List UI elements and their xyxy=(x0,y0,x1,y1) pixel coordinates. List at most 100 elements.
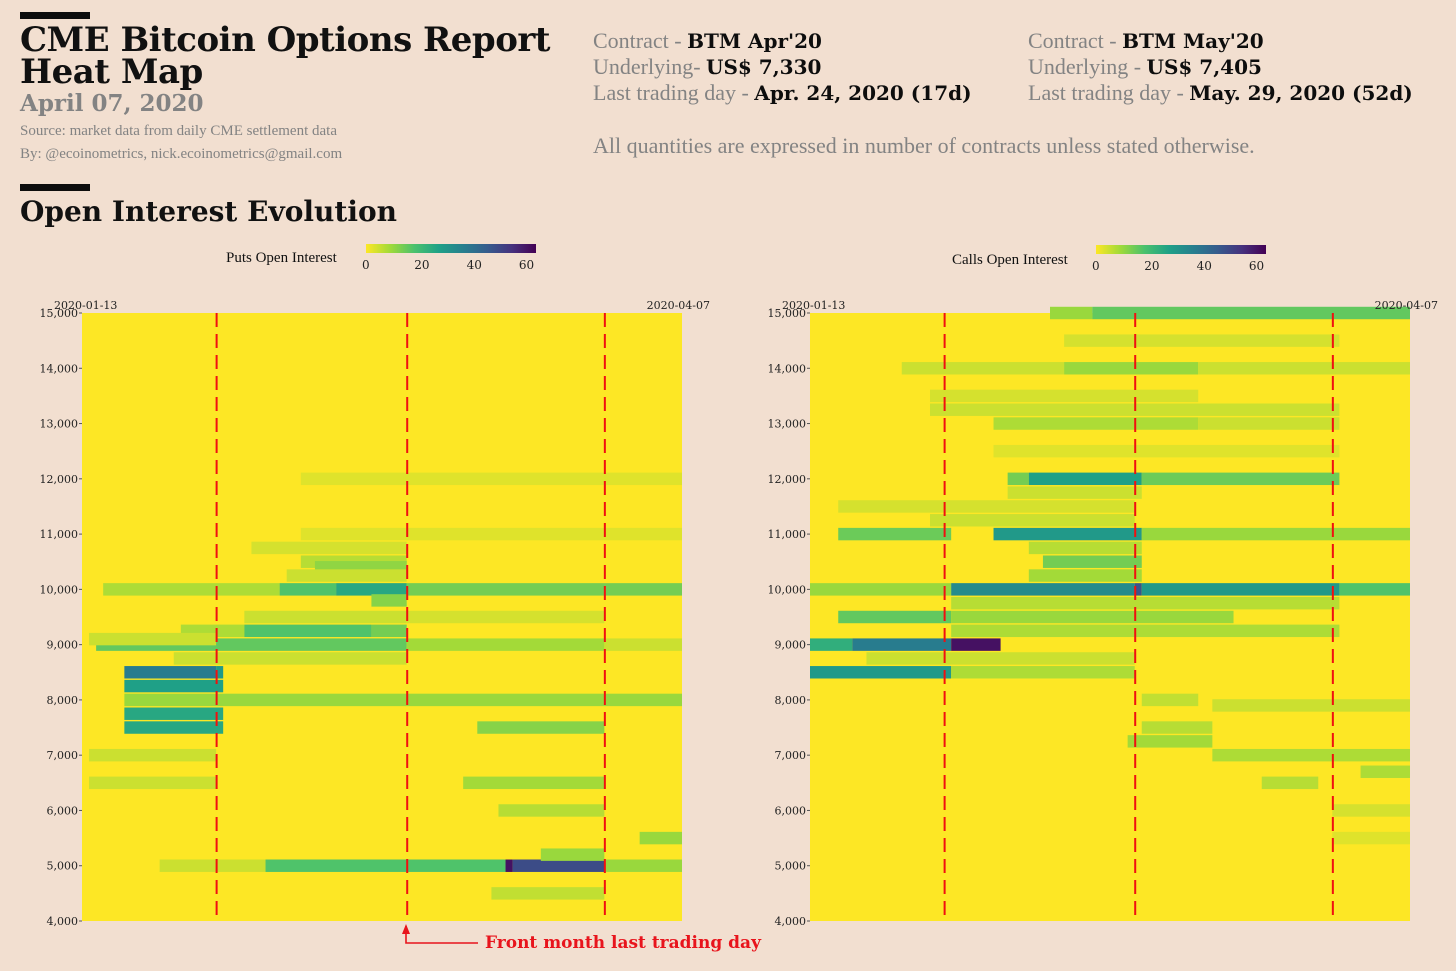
heat-cell xyxy=(505,859,513,872)
section-accent-bar xyxy=(20,184,90,191)
report-title: CME Bitcoin Options Report Heat Map xyxy=(20,23,551,92)
last-trading-day-row: Last trading day - May. 29, 2020 (52d) xyxy=(1028,80,1413,105)
heat-cell xyxy=(993,527,1142,541)
units-note: All quantities are expressed in number o… xyxy=(593,133,1255,158)
heat-cell xyxy=(930,389,1199,403)
heat-cell xyxy=(251,541,407,555)
x-end-label: 2020-04-07 xyxy=(647,299,710,312)
heat-cell xyxy=(89,748,217,762)
colorbar-tick-label: 60 xyxy=(518,258,535,272)
heat-cell xyxy=(951,624,1340,638)
annotation-arrow xyxy=(402,924,478,944)
heat-cell xyxy=(1028,472,1142,486)
heat-cell xyxy=(244,610,407,624)
y-tick-label: 8,000 xyxy=(775,694,807,707)
heat-cell xyxy=(993,444,1340,458)
y-tick-label: 15,000 xyxy=(768,307,807,320)
heat-cell xyxy=(604,859,682,872)
front-contract-info: Contract - BTM Apr'20 Underlying- US$ 7,… xyxy=(593,28,972,106)
contract-row: Contract - BTM May'20 xyxy=(1028,28,1264,53)
heat-cell xyxy=(406,638,605,651)
byline-text: By: @ecoinometrics, nick.ecoinometrics@g… xyxy=(20,146,343,162)
heat-cell xyxy=(951,583,1135,596)
last-trading-day-value: May. 29, 2020 (52d) xyxy=(1189,81,1413,105)
title-line-2: Heat Map xyxy=(20,52,203,92)
heat-cell xyxy=(124,679,224,693)
heat-cell xyxy=(463,776,605,790)
heat-cell xyxy=(951,666,1135,679)
heat-cell xyxy=(901,362,1065,375)
heat-cell xyxy=(173,652,407,665)
y-tick-label: 14,000 xyxy=(768,362,807,375)
heat-cell xyxy=(1141,472,1340,486)
heat-cell xyxy=(1007,486,1142,499)
colorbar-tick-label: 20 xyxy=(1144,259,1160,273)
colorbar-tick-label: 40 xyxy=(1196,259,1212,273)
heat-cell xyxy=(838,500,1135,513)
calls-legend-title: Calls Open Interest xyxy=(952,252,1068,268)
heat-cell xyxy=(406,610,605,624)
calls-colorbar xyxy=(1096,245,1266,254)
y-tick-label: 7,000 xyxy=(47,749,79,762)
heat-cell xyxy=(1360,765,1410,778)
heat-cell xyxy=(1212,748,1410,762)
report-date: April 07, 2020 xyxy=(20,90,204,117)
heat-cell xyxy=(993,417,1199,430)
y-tick-label: 4,000 xyxy=(775,915,807,928)
underlying-value: US$ 7,330 xyxy=(706,55,822,79)
y-tick-label: 13,000 xyxy=(768,418,807,431)
heat-cell xyxy=(89,776,217,790)
heat-cell xyxy=(286,569,407,582)
heat-cell xyxy=(1028,541,1142,555)
y-tick-label: 5,000 xyxy=(775,860,807,873)
y-tick-label: 14,000 xyxy=(40,362,79,375)
y-tick-label: 8,000 xyxy=(47,694,79,707)
heat-cell xyxy=(159,859,266,872)
heat-cell xyxy=(244,624,372,638)
colorbar-tick-label: 20 xyxy=(414,258,430,272)
heat-cell xyxy=(866,652,1135,665)
heat-cell xyxy=(1127,735,1213,748)
heat-cell xyxy=(216,666,224,679)
y-tick-label: 15,000 xyxy=(40,307,79,320)
heat-cell xyxy=(1212,699,1410,712)
contract-row: Contract - BTM Apr'20 xyxy=(593,28,822,53)
colorbar-tick-label: 0 xyxy=(1092,259,1100,273)
heat-cell xyxy=(371,594,407,607)
y-tick-label: 12,000 xyxy=(40,473,79,486)
heat-cell xyxy=(540,848,605,861)
y-tick-label: 9,000 xyxy=(775,639,807,652)
y-tick-label: 6,000 xyxy=(775,804,807,817)
heat-cell xyxy=(103,583,280,596)
heat-cell xyxy=(838,610,952,624)
heat-cell xyxy=(1198,362,1410,375)
heat-cell xyxy=(1339,583,1410,596)
heat-cell xyxy=(491,887,605,900)
underlying-value: US$ 7,405 xyxy=(1146,55,1262,79)
heat-cell xyxy=(89,632,217,646)
heat-cell xyxy=(930,514,1135,527)
heat-cell xyxy=(951,610,1234,624)
heat-cell xyxy=(604,638,682,651)
puts-legend-title: Puts Open Interest xyxy=(226,250,337,266)
heat-cell xyxy=(124,707,224,720)
underlying-row: Underlying- US$ 7,330 xyxy=(593,54,822,79)
heat-cell xyxy=(1007,472,1029,486)
heat-cell xyxy=(1092,306,1410,320)
heat-cell xyxy=(810,638,853,651)
heat-cell xyxy=(1332,831,1410,845)
y-tick-label: 13,000 xyxy=(40,418,79,431)
heat-cell xyxy=(1141,693,1199,707)
heat-cell xyxy=(300,472,682,486)
puts-colorbar xyxy=(366,244,536,253)
y-tick-label: 10,000 xyxy=(768,583,807,596)
heat-cell xyxy=(124,693,682,707)
contract-value: BTM May'20 xyxy=(1122,29,1264,53)
heat-cell xyxy=(951,596,1340,610)
heat-cell xyxy=(1064,334,1340,347)
x-start-label: 2020-01-13 xyxy=(54,299,117,312)
x-start-label: 2020-01-13 xyxy=(782,299,845,312)
heat-cell xyxy=(639,831,682,845)
heat-cell xyxy=(406,583,682,596)
y-tick-label: 10,000 xyxy=(40,583,79,596)
